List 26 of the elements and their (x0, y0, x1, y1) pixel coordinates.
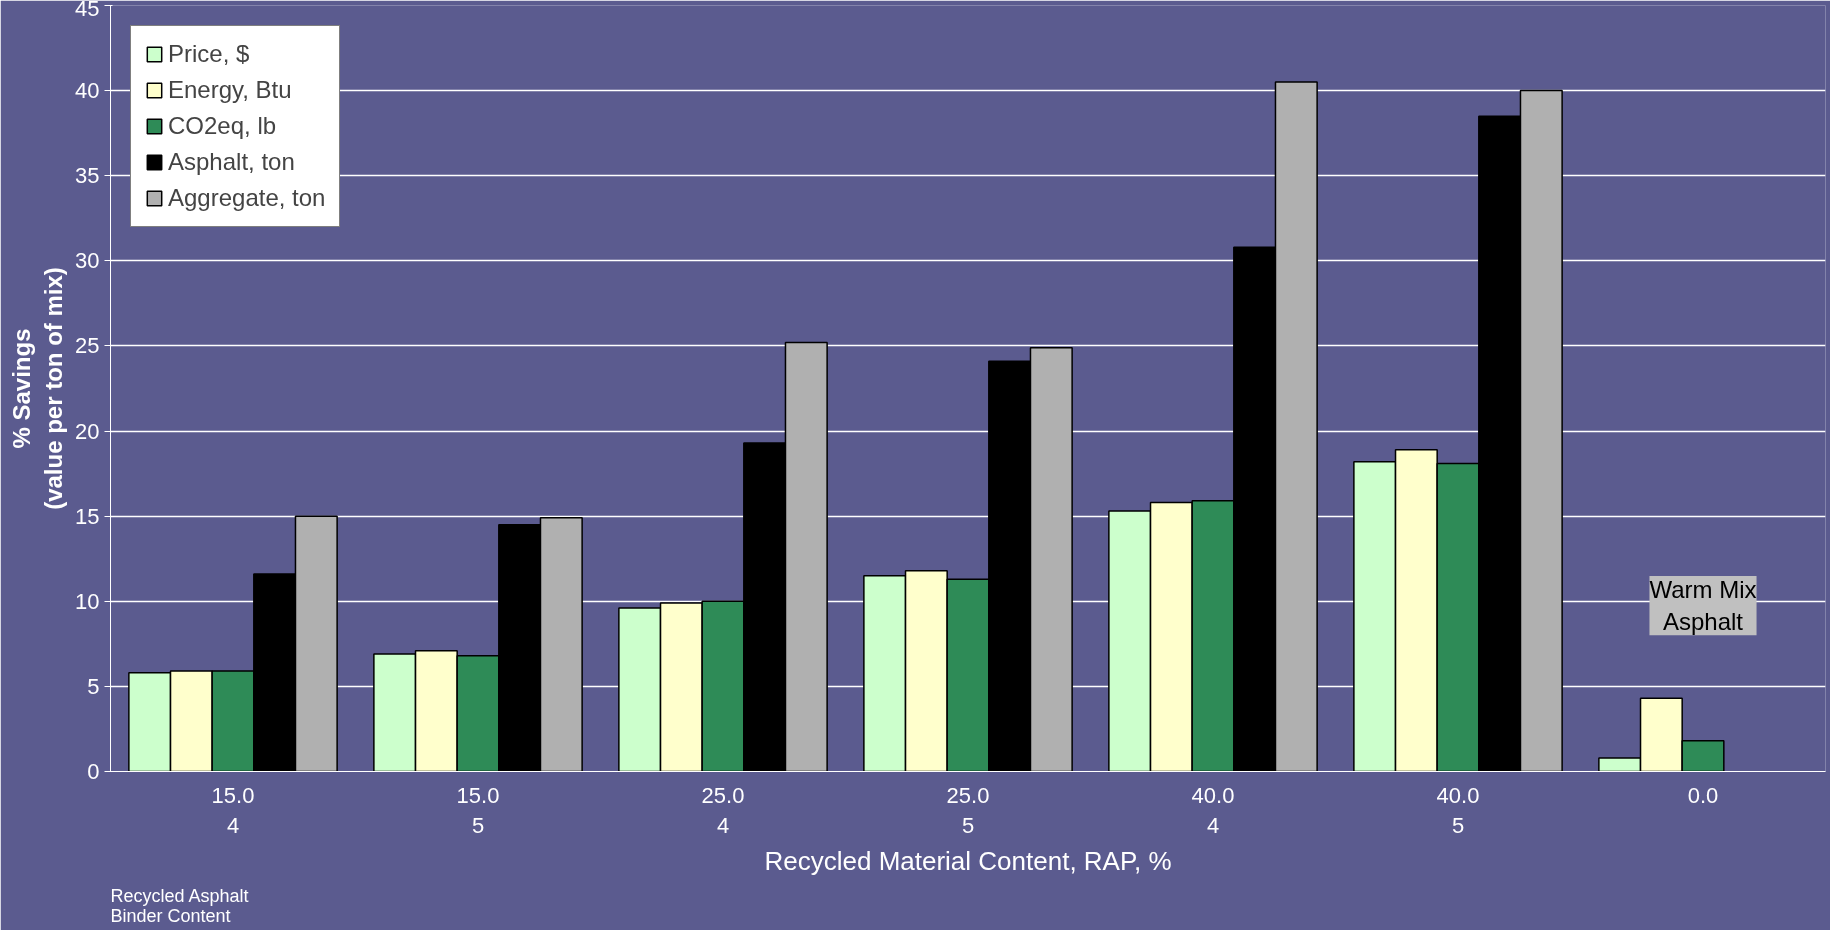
y-tick-label: 0 (87, 759, 100, 784)
y-tick-label: 40 (75, 78, 100, 104)
x-tick-label: 40.0 4 (1191, 782, 1235, 838)
x-tick-label: 25.0 5 (946, 782, 990, 838)
y-tick-label: 30 (75, 248, 100, 274)
y-tick-label: 10 (75, 588, 100, 614)
x-tick-label: 0.0 (1687, 782, 1719, 808)
y-tick-label: 5 (87, 673, 100, 699)
legend-label: CO2eq, lb (168, 112, 277, 140)
y-tick-label: 25 (75, 333, 100, 359)
legend-label: Asphalt, ton (168, 148, 295, 176)
legend-label: Energy, Btu (168, 76, 292, 104)
legend-label: Aggregate, ton (168, 184, 326, 212)
text: Recycled Asphalt Binder Content (110, 885, 249, 926)
legend-label: Price, $ (168, 40, 250, 68)
x-tick-label: 15.0 5 (456, 782, 500, 838)
x-tick-label: 15.0 4 (211, 782, 255, 838)
x-tick-label: 25.0 4 (701, 782, 745, 838)
y-tick-label: 20 (75, 418, 100, 444)
x-axis-title: Recycled Material Content, RAP, % (764, 845, 1172, 876)
y-tick-label: 35 (75, 163, 100, 189)
y-tick-label: 15 (75, 503, 100, 529)
annotation: Warm Mix Asphalt (1649, 575, 1757, 636)
y-tick-label: 45 (75, 0, 100, 21)
x-tick-label: 40.0 5 (1436, 782, 1480, 838)
y-axis-title: % Savings (value per ton of mix) (7, 267, 68, 510)
